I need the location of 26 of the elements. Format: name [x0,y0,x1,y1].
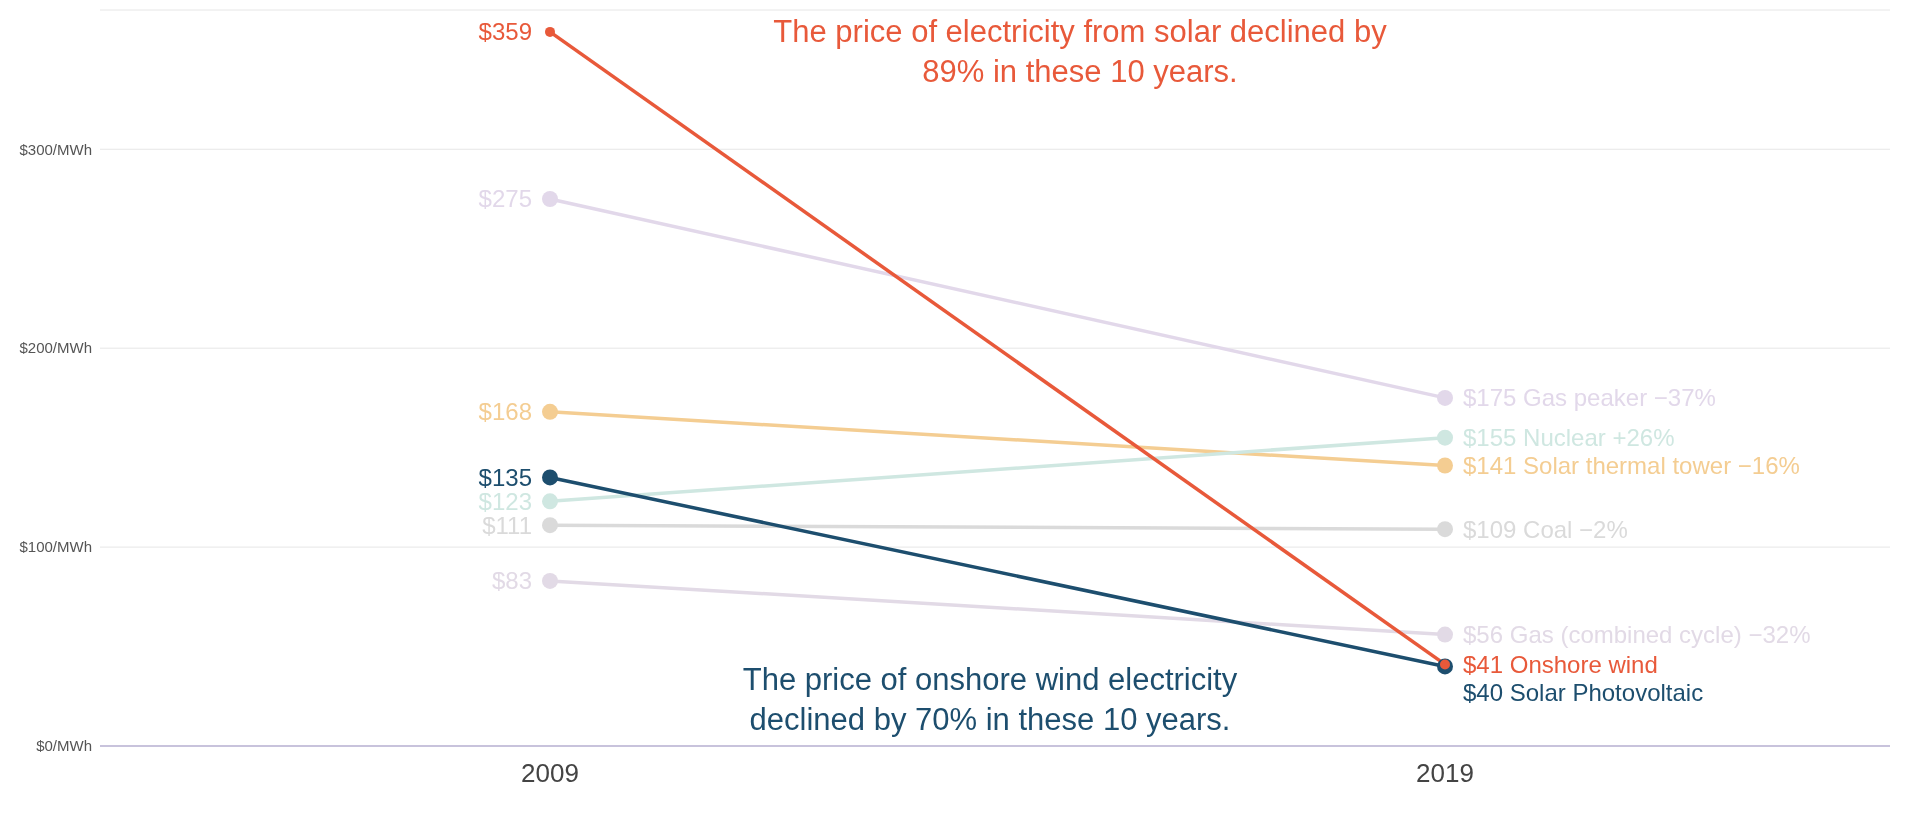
annotation: The price of electricity from solar declined by 89% in these 10 years. [772,13,1388,91]
point [542,517,558,534]
point [542,190,558,207]
text: $141 Solar thermal tower −16% [1463,452,1800,480]
y-tick-label: $200/MWh [19,339,92,357]
x-tick-label: 2019 [1416,758,1474,789]
text: $40 Solar Photovoltaic [1463,678,1704,706]
point [545,26,555,37]
y-tick-label: $300/MWh [19,140,92,158]
data-label: $359 [478,18,532,46]
annotation: The price of onshore wind electricity declined by 70% in these 10 years. [741,661,1239,739]
point [1437,626,1453,643]
point [542,493,558,510]
point [542,572,558,589]
point [542,403,558,420]
point [542,469,558,486]
y-tick-label: $100/MWh [19,538,92,556]
x-tick-label: 2009 [521,758,579,789]
point [1437,429,1453,446]
point [1437,389,1453,406]
point [1437,521,1453,538]
text: $41 Onshore wind [1463,650,1658,678]
point [1437,457,1453,474]
data-label: $168 [478,398,532,426]
y-tick-label: $0/MWh [36,737,92,755]
data-label: $135 [478,463,532,491]
